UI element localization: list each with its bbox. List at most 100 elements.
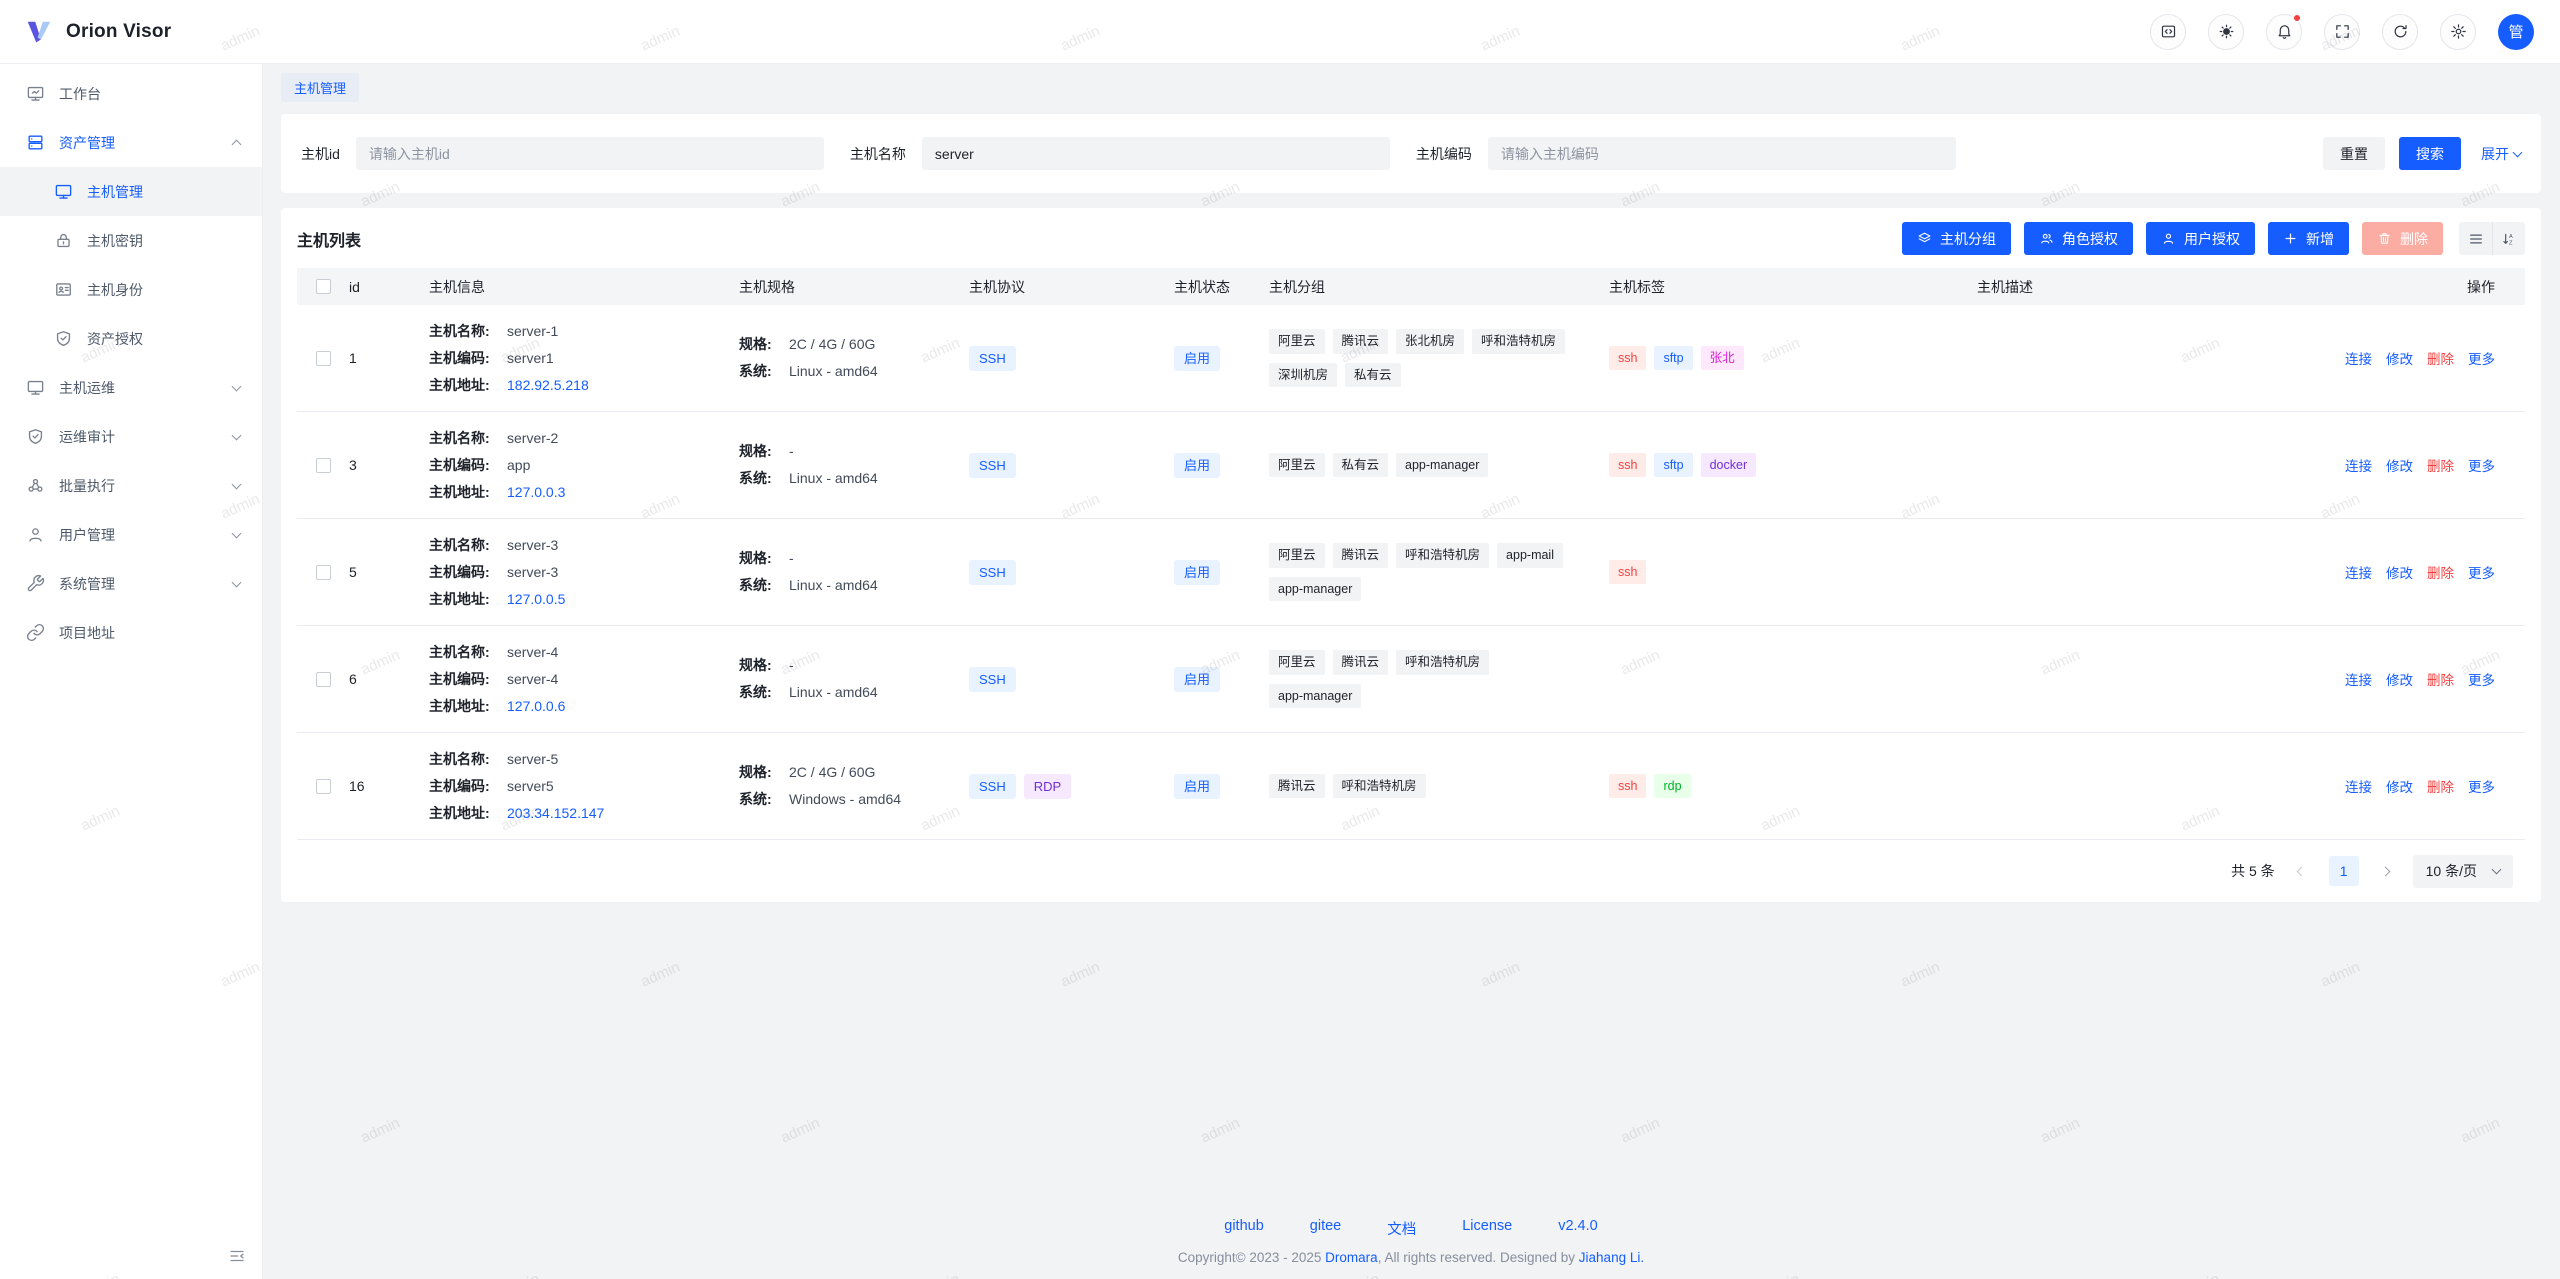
delete-link[interactable]: 删除 [2427,352,2454,367]
table-row: 5 主机名称: server-3 主机编码: server-3 主机地址: 127.0… [297,519,2525,626]
license-link[interactable]: License [1462,1218,1513,1234]
host-name-input[interactable] [921,137,1390,170]
row-checkbox[interactable] [315,671,331,687]
sidebar-item-host-keys[interactable]: 主机密钥 [0,216,262,265]
app-logo[interactable]: Orion Visor [24,17,171,47]
group-tag: 呼和浩特机房 [1396,543,1490,568]
delete-button[interactable]: 删除 [2362,222,2443,255]
sidebar-item-label: 主机密钥 [87,232,143,249]
fullscreen-button[interactable] [2324,13,2360,50]
expand-toggle[interactable]: 展开 [2481,144,2523,164]
sidebar-item-batch-execution[interactable]: 批量执行 [0,461,262,510]
code-button[interactable] [2150,13,2186,50]
connect-link[interactable]: 连接 [2345,673,2372,688]
version-link[interactable]: v2.4.0 [1558,1218,1598,1234]
copyright-text: Copyright© 2023 - 2025 Dromara, All righ… [1177,1250,1645,1265]
sidebar-item-ops-audit[interactable]: 运维审计 [0,412,262,461]
row-checkbox[interactable] [315,350,331,366]
sidebar-item-project-url[interactable]: 项目地址 [0,608,262,657]
connect-link[interactable]: 连接 [2345,566,2372,581]
delete-link[interactable]: 删除 [2427,780,2454,795]
host-address-link[interactable]: 127.0.0.5 [507,590,566,607]
more-link[interactable]: 更多 [2468,566,2495,581]
github-link[interactable]: github [1224,1218,1264,1234]
column-settings-button[interactable] [2459,222,2492,255]
refresh-button[interactable] [2382,13,2418,50]
host-id-input[interactable] [355,137,824,170]
expand-label: 展开 [2481,145,2509,162]
host-address-link[interactable]: 203.34.152.147 [507,804,605,821]
user-avatar[interactable]: 管 [2498,13,2534,50]
table-row: 3 主机名称: server-2 主机编码: app 主机地址: 127.0.0.3 … [297,412,2525,519]
menu-fold-icon [230,1250,244,1262]
sidebar-collapse-button[interactable] [226,1245,248,1267]
theme-toggle-button[interactable] [2208,13,2244,50]
edit-link[interactable]: 修改 [2386,459,2413,474]
sidebar-item-host-management[interactable]: 主机管理 [0,167,262,216]
edit-link[interactable]: 修改 [2386,566,2413,581]
toolbar-buttons: 主机分组 角色授权 用户授权 新增 [1902,222,2525,255]
host-address-link[interactable]: 127.0.0.3 [507,483,566,500]
page-number-1[interactable]: 1 [2328,856,2359,886]
bell-icon [2278,25,2290,39]
connect-link[interactable]: 连接 [2345,459,2372,474]
more-link[interactable]: 更多 [2468,673,2495,688]
more-link[interactable]: 更多 [2468,780,2495,795]
add-button[interactable]: 新增 [2268,222,2349,255]
host-info-cell: 主机名称: server-3 主机编码: server-3 主机地址: 127.0.0… [429,532,739,613]
reset-button[interactable]: 重置 [2323,137,2385,170]
row-checkbox[interactable] [315,564,331,580]
host-spec-cell: 规格: - 系统: Linux - amd64 [739,438,969,492]
delete-link[interactable]: 删除 [2427,566,2454,581]
tab-host-management[interactable]: 主机管理 [281,73,360,102]
monitor-icon [54,182,73,201]
role-auth-button[interactable]: 角色授权 [2024,222,2133,255]
host-group-button[interactable]: 主机分组 [1902,222,2011,255]
row-id: 3 [349,457,357,473]
select-all-checkbox[interactable] [315,279,331,294]
edit-link[interactable]: 修改 [2386,352,2413,367]
host-code-input[interactable] [1487,137,1956,170]
delete-link[interactable]: 删除 [2427,459,2454,474]
sidebar-item-system-management[interactable]: 系统管理 [0,559,262,608]
dromara-link[interactable]: Dromara [1325,1250,1378,1265]
connect-link[interactable]: 连接 [2345,780,2372,795]
author-link[interactable]: Jiahang Li. [1578,1250,1645,1265]
sidebar-item-asset-authorization[interactable]: 资产授权 [0,314,262,363]
sidebar-item-workbench[interactable]: 工作台 [0,69,262,118]
sidebar-item-host-identity[interactable]: 主机身份 [0,265,262,314]
page-size-select[interactable]: 10 条/页 [2412,854,2513,888]
row-checkbox[interactable] [315,457,331,473]
delete-link[interactable]: 删除 [2427,673,2454,688]
plus-icon [2285,233,2296,244]
group-tag: 腾讯云 [1332,329,1389,354]
host-spec: - [789,657,794,673]
search-button[interactable]: 搜索 [2399,137,2461,170]
host-spec: - [789,550,794,566]
sidebar-item-host-ops[interactable]: 主机运维 [0,363,262,412]
prev-page-button[interactable] [2289,856,2315,886]
more-link[interactable]: 更多 [2468,459,2495,474]
user-group-icon [2041,233,2053,244]
docs-link[interactable]: 文档 [1387,1222,1417,1238]
settings-button[interactable] [2440,13,2476,50]
host-address-link[interactable]: 127.0.0.6 [507,697,566,714]
row-id: 5 [349,564,357,580]
host-code: server-3 [507,563,559,580]
connect-link[interactable]: 连接 [2345,352,2372,367]
gitee-link[interactable]: gitee [1309,1218,1342,1234]
edit-link[interactable]: 修改 [2386,780,2413,795]
search-field-host-id: 主机id [301,137,824,170]
notifications-button[interactable] [2266,12,2302,50]
user-auth-button[interactable]: 用户授权 [2146,222,2255,255]
sidebar-item-user-management[interactable]: 用户管理 [0,510,262,559]
next-page-button[interactable] [2373,856,2399,886]
more-link[interactable]: 更多 [2468,352,2495,367]
row-checkbox[interactable] [315,778,331,794]
sidebar-item-asset-management[interactable]: 资产管理 [0,118,262,167]
host-address-link[interactable]: 182.92.5.218 [507,376,589,393]
edit-link[interactable]: 修改 [2386,673,2413,688]
page-size-value: 10 条/页 [2425,863,2477,879]
protocol-tag: SSH [969,452,1016,478]
